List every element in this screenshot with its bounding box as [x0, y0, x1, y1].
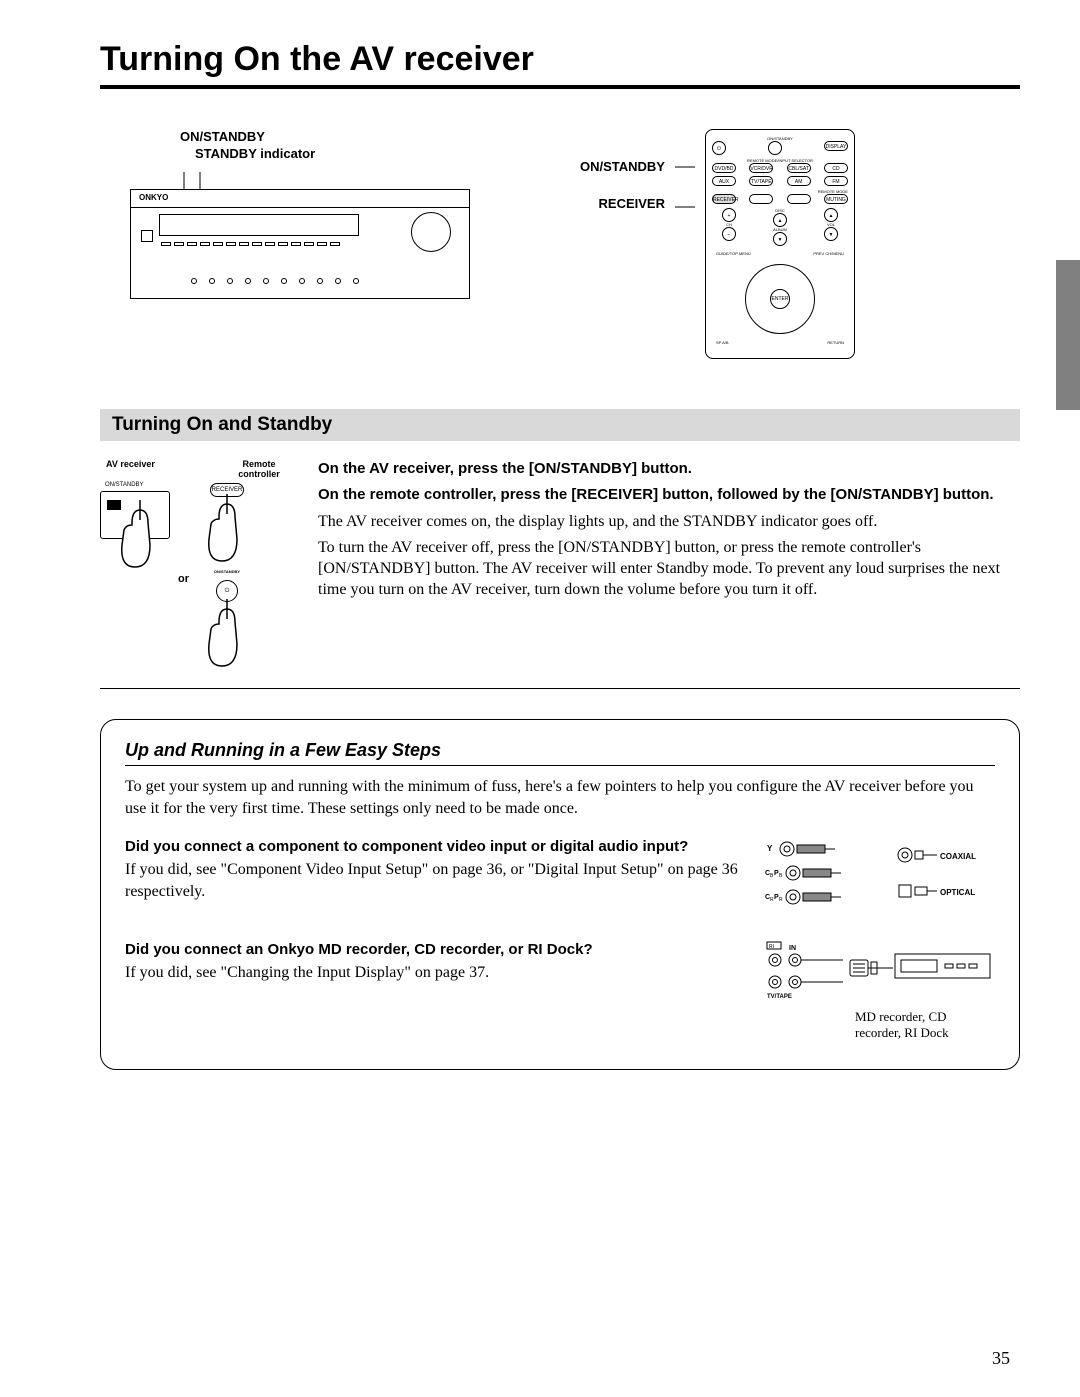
box-intro: To get your system up and running with t… [125, 776, 995, 819]
remote-line-drawing: ON/STANDBY ⏻ DISPLAY REMOTE MODE/INPUT S… [705, 129, 855, 359]
section-heading: Turning On and Standby [100, 409, 1020, 441]
svg-text:B: B [779, 873, 783, 879]
svg-text:Y: Y [767, 844, 773, 853]
remote-diagram: ON/STANDBY RECEIVER ON/STANDBY ⏻ DISPLAY… [580, 129, 855, 359]
q2-question: Did you connect an Onkyo MD recorder, CD… [125, 940, 745, 960]
remote-callout-lines [675, 159, 695, 239]
svg-text:COAXIAL: COAXIAL [940, 852, 976, 861]
remote-label-onstandby: ON/STANDBY [580, 159, 665, 174]
q2-diagram: RI IN TV/TAPE MD recorder [765, 940, 995, 1041]
product-diagrams: ON/STANDBY STANDBY indicator ONKYO ON/ST… [130, 129, 1020, 359]
receiver-label-onstandby: ON/STANDBY [180, 129, 520, 144]
q1-question: Did you connect a component to component… [125, 837, 745, 857]
instruction-line-2: On the remote controller, press the [REC… [318, 485, 1020, 505]
receiver-diagram: ON/STANDBY STANDBY indicator ONKYO [130, 129, 520, 299]
hand-icon [110, 495, 170, 575]
instruction-block: AV receiver Remote controller ON/STANDBY… [100, 459, 1020, 689]
instruction-body-1: The AV receiver comes on, the display li… [318, 512, 1020, 533]
q1-answer: If you did, see "Component Video Input S… [125, 859, 745, 902]
q2-caption: MD recorder, CD recorder, RI Dock [855, 1009, 995, 1041]
instruction-line-1: On the AV receiver, press the [ON/STANDB… [318, 459, 1020, 479]
svg-text:R: R [779, 897, 783, 903]
instruction-text: On the AV receiver, press the [ON/STANDB… [318, 459, 1020, 674]
svg-text:IN: IN [789, 945, 796, 952]
hand-icon [197, 489, 257, 569]
svg-text:OPTICAL: OPTICAL [940, 888, 975, 897]
page-number: 35 [992, 1348, 1010, 1369]
receiver-label-indicator: STANDBY indicator [195, 146, 520, 161]
power-icon: ⏻ [712, 141, 726, 155]
q1-diagram: Y CBPB CRPR COAXIAL OPTICAL [765, 837, 995, 922]
receiver-line-drawing: ONKYO [130, 189, 470, 299]
side-tab [1056, 260, 1080, 410]
instruction-diagram: AV receiver Remote controller ON/STANDBY… [100, 459, 300, 674]
svg-text:RI: RI [769, 944, 774, 950]
setup-box: Up and Running in a Few Easy Steps To ge… [100, 719, 1020, 1070]
box-heading: Up and Running in a Few Easy Steps [125, 740, 995, 766]
question-1: Did you connect a component to component… [125, 837, 995, 922]
instruction-body-2: To turn the AV receiver off, press the [… [318, 538, 1020, 600]
question-2: Did you connect an Onkyo MD recorder, CD… [125, 940, 995, 1041]
hand-icon [197, 594, 257, 674]
page-title: Turning On the AV receiver [100, 40, 1020, 89]
svg-text:TV/TAPE: TV/TAPE [767, 994, 792, 1000]
remote-label-receiver: RECEIVER [599, 196, 665, 211]
or-label: or [178, 573, 189, 585]
q2-answer: If you did, see "Changing the Input Disp… [125, 962, 745, 984]
